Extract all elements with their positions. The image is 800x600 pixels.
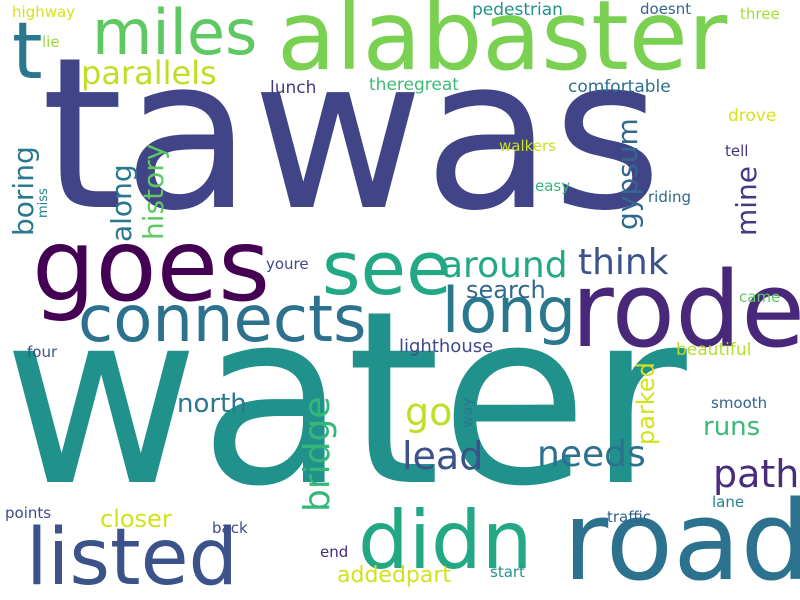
- word-north: north: [177, 389, 247, 419]
- word-along: along: [105, 164, 138, 242]
- word-parked: parked: [632, 362, 660, 445]
- word-addedpart: addedpart: [337, 563, 452, 588]
- word-easy: easy: [535, 177, 571, 195]
- word-lead: lead: [402, 434, 484, 478]
- word-goes: goes: [32, 207, 271, 324]
- word-lighthouse: lighthouse: [399, 336, 494, 357]
- word-beautiful: beautiful: [676, 340, 752, 360]
- word-t: t: [12, 7, 43, 97]
- word-search: search: [466, 276, 546, 304]
- word-walkers: walkers: [499, 137, 556, 155]
- word-long: long: [442, 274, 576, 347]
- word-start: start: [490, 563, 525, 581]
- word-needs: needs: [537, 434, 646, 475]
- word-doesnt: doesnt: [640, 0, 692, 18]
- word-drove: drove: [728, 106, 777, 126]
- word-theregreat: theregreat: [369, 75, 459, 95]
- word-riding: riding: [648, 188, 692, 206]
- word-lie: lie: [42, 33, 60, 51]
- word-three: three: [740, 5, 780, 23]
- word-pedestrian: pedestrian: [472, 0, 563, 20]
- word-closer: closer: [100, 505, 172, 533]
- word-tawas: tawas: [41, 12, 662, 257]
- word-see: see: [322, 226, 452, 312]
- word-traffic: traffic: [607, 508, 651, 526]
- word-around: around: [441, 245, 568, 286]
- word-end: end: [320, 543, 349, 561]
- word-connects: connects: [78, 283, 367, 357]
- word-parallels: parallels: [81, 54, 217, 92]
- word-water: water: [3, 259, 687, 539]
- word-smooth: smooth: [711, 394, 768, 412]
- word-youre: youre: [266, 255, 309, 273]
- word-road: road: [563, 477, 800, 600]
- word-runs: runs: [703, 412, 761, 442]
- word-go: go: [405, 390, 453, 434]
- word-came: came: [739, 288, 781, 306]
- word-listed: listed: [26, 513, 239, 600]
- word-back: back: [212, 519, 248, 537]
- word-four: four: [27, 343, 58, 361]
- word-comfortable: comfortable: [568, 77, 671, 97]
- word-rode: rode: [571, 249, 800, 371]
- word-tell: tell: [725, 142, 749, 160]
- word-bridge: bridge: [297, 396, 338, 512]
- word-think: think: [578, 242, 669, 283]
- word-didn: didn: [358, 494, 533, 587]
- word-miss: miss: [36, 188, 51, 218]
- word-lunch: lunch: [270, 78, 317, 98]
- word-highway: highway: [12, 3, 76, 21]
- word-gypsum: gypsum: [611, 118, 644, 230]
- word-lane: lane: [712, 493, 745, 511]
- word-history: history: [137, 143, 170, 240]
- word-boring: boring: [7, 146, 40, 236]
- word-path: path: [713, 452, 800, 496]
- word-alabaster: alabaster: [277, 0, 728, 92]
- word-way: way: [458, 397, 476, 428]
- word-mine: mine: [730, 165, 763, 236]
- word-points: points: [5, 504, 52, 522]
- word-miles: miles: [92, 0, 258, 69]
